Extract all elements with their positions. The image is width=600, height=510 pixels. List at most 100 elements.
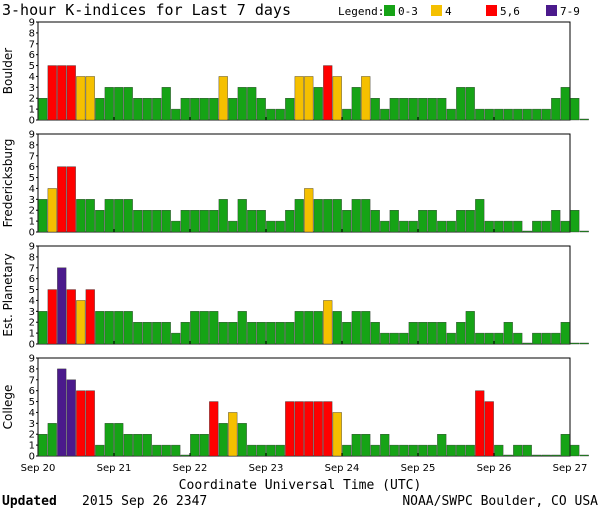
bar [342,108,352,121]
bar [104,423,114,457]
bar [304,188,314,233]
bar [76,199,86,233]
bar [579,454,589,457]
y-tick-label: 1 [29,441,35,452]
y-tick-label: 2 [29,318,35,329]
bar [256,210,266,233]
bar [494,108,504,121]
bar [266,322,276,345]
legend-swatch-1 [431,5,442,16]
bar [570,444,580,457]
bar [551,210,561,233]
x-tick-label: Sep 20 [21,463,56,474]
bar [370,322,380,345]
bar [418,322,428,345]
bar [237,87,247,121]
bar [370,444,380,457]
bar [437,322,447,345]
bar [123,199,133,233]
bar [408,322,418,345]
bar [95,444,105,457]
bar [266,108,276,121]
bar [494,220,504,233]
bar [66,65,76,121]
bar [218,199,228,233]
y-tick-label: 9 [29,18,35,29]
bar [342,444,352,457]
bar [522,108,532,121]
bar [456,87,466,121]
bar [199,98,209,121]
bar [85,199,95,233]
bar [380,332,390,345]
panels: 0123456789Boulder0123456789Fredericksbur… [1,18,589,463]
bar [190,434,200,457]
bar [408,444,418,457]
y-tick-label: 7 [29,151,35,162]
bar [190,98,200,121]
bar [503,322,513,345]
bar [342,210,352,233]
bar [76,300,86,345]
bar [389,332,399,345]
bar [247,210,257,233]
bar [313,87,323,121]
bar [152,322,162,345]
bar [161,444,171,457]
bar [456,210,466,233]
bar [228,412,238,457]
y-tick-label: 1 [29,105,35,116]
bar [275,322,285,345]
bar [266,220,276,233]
y-tick-label: 4 [29,72,35,83]
bar [228,322,238,345]
bar [437,220,447,233]
bar [399,220,409,233]
bar [475,199,485,233]
bar [446,332,456,345]
legend: Legend: 0-3 4 5,6 7-9 [338,5,580,18]
bar [171,220,181,233]
bar [560,322,570,345]
bar [133,98,143,121]
bar [285,210,295,233]
bar [503,220,513,233]
bar [304,76,314,121]
legend-item-1: 4 [445,5,452,18]
bar [114,311,124,345]
y-tick-label: 3 [29,419,35,430]
legend-swatch-2 [486,5,497,16]
bar [370,210,380,233]
bar [247,87,257,121]
bar [446,220,456,233]
legend-swatch-3 [546,5,557,16]
legend-item-3: 7-9 [560,5,580,18]
legend-item-0: 0-3 [398,5,418,18]
bar [399,444,409,457]
bar [579,118,589,121]
bar [123,311,133,345]
bar [446,444,456,457]
bar [237,423,247,457]
bar [475,332,485,345]
bar [161,210,171,233]
y-tick-label: 9 [29,242,35,253]
y-tick-label: 5 [29,61,35,72]
bar [57,166,67,233]
bar [551,332,561,345]
bar [313,311,323,345]
bar [361,76,371,121]
bar [152,210,162,233]
panel-label: College [1,385,15,430]
y-tick-label: 0 [29,340,35,351]
panel-label: Est. Planetary [1,253,15,336]
bar [380,220,390,233]
bar [551,98,561,121]
y-tick-label: 8 [29,28,35,39]
y-tick-label: 6 [29,274,35,285]
bar [114,199,124,233]
bar [275,444,285,457]
x-tick-label: Sep 25 [401,463,436,474]
bar [361,311,371,345]
